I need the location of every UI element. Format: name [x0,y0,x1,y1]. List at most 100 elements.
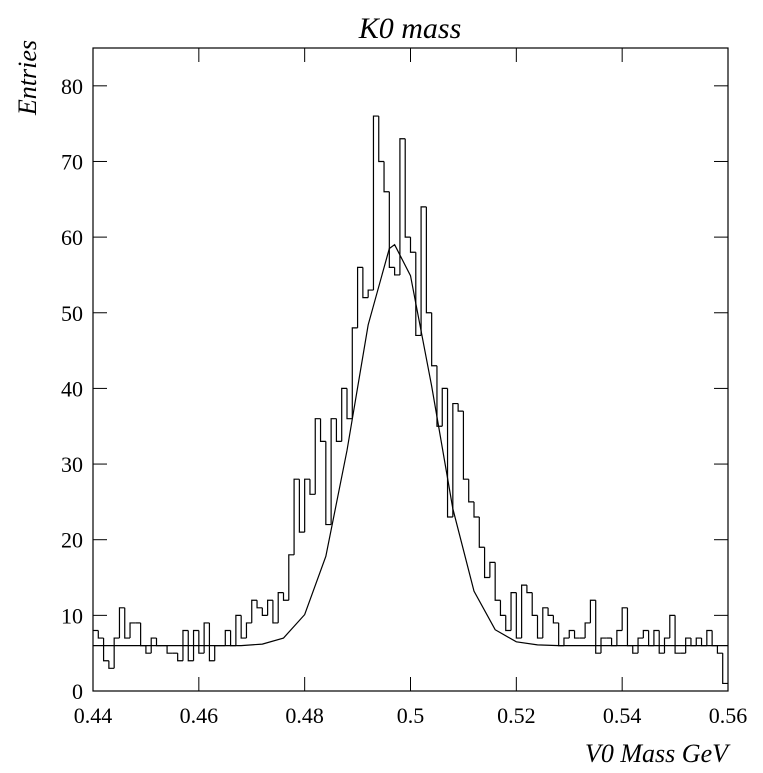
histogram-bin [145,645,152,654]
histogram-bin [314,418,321,495]
histogram-bin [415,252,422,337]
histogram-bin [425,206,432,314]
histogram-bin [653,629,660,646]
histogram-bin [362,267,369,299]
x-tick-label: 0.44 [74,703,113,728]
histogram-bin [489,561,496,578]
histogram-bin [621,607,628,631]
histogram-bin [394,267,400,276]
histogram-bin [298,479,305,533]
y-axis-label: Entries [13,40,42,116]
histogram-bin [505,615,512,632]
histogram-bin [695,637,702,646]
histogram-bin [510,592,517,631]
y-tick-label: 0 [72,679,83,704]
histogram-bin [568,629,575,639]
histogram-bin [335,418,342,442]
histogram-bin [182,629,189,661]
histogram-bin [573,630,580,639]
histogram-bin [531,592,538,616]
histogram-bin [341,387,347,442]
x-tick-label: 0.56 [709,703,748,728]
y-tick-label: 20 [61,528,83,553]
histogram-bin [716,645,723,654]
histogram-bin [441,387,448,427]
histogram-bin [177,653,183,662]
histogram-bin [494,562,501,601]
histogram-bin [674,615,681,654]
histogram-bin [637,637,644,654]
histogram-bin [129,622,136,639]
histogram-bin [658,630,665,654]
x-tick-label: 0.46 [180,703,219,728]
histogram-bin [483,547,490,579]
histogram-bin [288,554,295,601]
histogram-bin [473,501,480,518]
histogram-bin [595,600,601,654]
histogram-bin [113,637,120,669]
x-tick-label: 0.54 [603,703,642,728]
histogram-bin [304,478,310,533]
histogram-bin [330,418,337,525]
histogram-bin [325,441,332,526]
histogram-bin [229,630,236,647]
histogram-bin [150,637,157,654]
histogram-bin [356,266,363,328]
histogram-bin [372,115,379,291]
histogram-bin [187,630,194,662]
histogram-bin [462,411,469,480]
histogram-bin [700,638,707,647]
histogram-bin [409,237,416,253]
histogram-bin [245,622,252,639]
histogram-bin [404,138,411,238]
histogram-bin [669,614,676,639]
histogram-bin [436,365,443,427]
histogram-bin [351,327,358,419]
histogram-bin [309,479,316,495]
histogram-bin [536,615,543,639]
histogram-bin [272,600,279,624]
histogram-bin [648,630,654,647]
histogram-bin [558,622,564,647]
histogram-bin [515,592,522,639]
histogram-bin [468,479,474,503]
histogram-bin [499,600,506,616]
histogram-bin [626,607,633,647]
histogram-bin [208,622,215,662]
histogram-bin [589,599,596,623]
histogram-bin [319,418,326,442]
y-tick-label: 30 [61,452,83,477]
histogram-bin [663,637,670,654]
histogram-bin [388,191,395,268]
histogram-bin [166,645,173,654]
histogram-bin [685,637,691,654]
histogram-bin [722,653,728,685]
histogram-bin [224,629,231,646]
histogram-bin [203,622,210,654]
histogram-bin [616,629,623,646]
histogram-bin [446,388,453,518]
histogram-bin [346,388,353,420]
histogram-bin [277,592,284,623]
histogram-bin [547,607,554,616]
histogram-bin [214,645,220,661]
histogram-bin [198,630,205,654]
histogram-bin [118,607,125,639]
fit-curve [93,243,728,647]
histogram-bin [251,599,258,623]
y-tick-label: 70 [61,149,83,174]
histogram-bin [378,116,385,163]
histogram-bin [192,629,199,661]
histogram-bin [584,622,591,639]
histogram-bin [457,403,464,412]
histogram-bin [256,600,263,609]
histogram-bin [632,645,639,654]
x-tick-label: 0.48 [285,703,324,728]
y-tick-label: 50 [61,301,83,326]
histogram-bin [600,637,607,654]
y-tick-label: 10 [61,603,83,628]
x-tick-label: 0.5 [397,703,425,728]
histogram-bin [420,206,427,336]
plot-frame [92,47,729,692]
